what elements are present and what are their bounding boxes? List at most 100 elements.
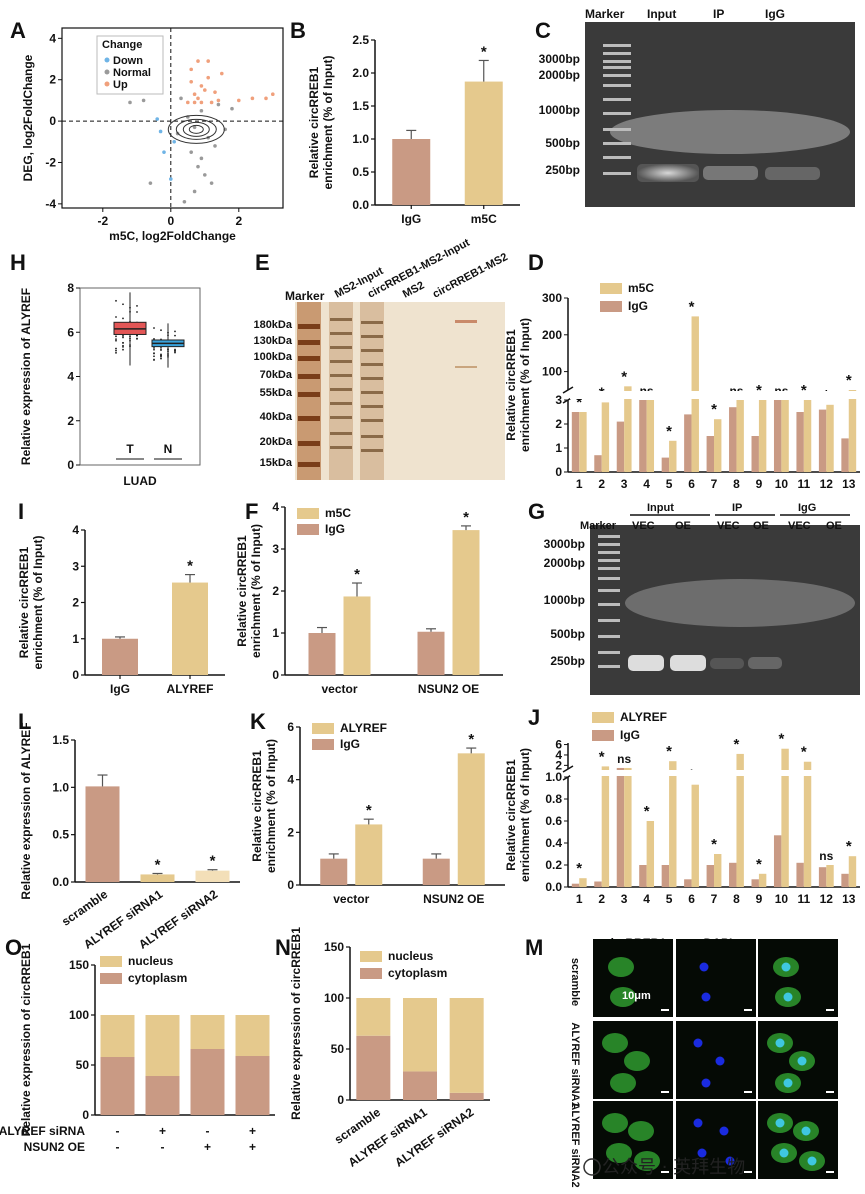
gel-e-size-130: 130kDa xyxy=(253,335,292,347)
H-jitter-0-20 xyxy=(115,335,117,338)
I-star-1: * xyxy=(187,558,193,575)
J-ylabel-line1: Relative circRREB1 xyxy=(504,759,518,871)
D-bar-m5c-7 xyxy=(736,400,744,472)
H-jitter-1-34 xyxy=(167,348,169,350)
F-xtick-0: vector xyxy=(321,682,357,696)
A-point-normal-18 xyxy=(199,156,204,161)
panel-label-c: C xyxy=(535,18,551,43)
gel-g-lane-6: OE xyxy=(826,520,842,532)
J-ytickb-label-3: 0.6 xyxy=(545,814,562,828)
gel-e-lane2-band-9 xyxy=(330,446,352,449)
D-xtick-6: 7 xyxy=(711,477,718,491)
A-point-normal-11 xyxy=(179,96,183,101)
micrograph-scalebar-0-1 xyxy=(744,1009,752,1011)
gel-e-size-15: 15kDa xyxy=(260,457,293,469)
J-ytickb-label-5: 1.0 xyxy=(545,770,562,784)
H-jitter-0-28 xyxy=(115,347,117,350)
panel-label-k: K xyxy=(250,709,266,734)
J-xtick-0: 1 xyxy=(576,892,583,906)
J-ytickt-label-0: 2 xyxy=(555,758,562,772)
A-point-normal-1 xyxy=(192,125,197,130)
panel-label-e: E xyxy=(255,250,270,275)
N-ytick-label-0: 0 xyxy=(337,1093,344,1107)
L-star-1: * xyxy=(155,856,161,873)
J-ylabel-line2: enrichment (% of Input) xyxy=(518,748,532,882)
gel-g-header-marker: Marker xyxy=(580,520,617,532)
micrograph-row-sirna2: ALYREF siRNA2 xyxy=(569,1102,581,1187)
A-point-up-0 xyxy=(186,100,190,105)
L-ylabel: Relative expression of ALYREF xyxy=(19,722,33,899)
H-jitter-1-10 xyxy=(167,356,169,358)
J-xtick-9: 10 xyxy=(775,892,789,906)
gel-c-band-igg xyxy=(765,167,820,180)
gel-e-marker-band-3 xyxy=(298,374,320,379)
gel-e-size-55: 55kDa xyxy=(260,387,293,399)
H-jitter-0-39 xyxy=(136,337,138,340)
gel-g-marker-band-5 xyxy=(598,577,620,580)
A-contour-2 xyxy=(182,121,210,137)
panel-o: O 0 50 100 150 nucleus cytoplasm Relative expr… xyxy=(0,925,280,1190)
A-point-up-1 xyxy=(192,92,197,97)
micrograph-scalebar-1-2 xyxy=(826,1091,834,1093)
gel-e-lane3-band-4 xyxy=(361,377,383,380)
L-bar-1 xyxy=(140,874,175,882)
gel-e-lane2-band-5 xyxy=(330,388,352,391)
N-xtick-2: ALYREF siRNA2 xyxy=(392,1105,476,1170)
B-ytick-label-3: 1.5 xyxy=(352,99,369,113)
A-legend-dot-1 xyxy=(104,69,110,75)
micrograph-cell-1-0-0 xyxy=(602,1033,628,1053)
gel-e-marker-band-1 xyxy=(298,340,320,345)
D-bar-igg-0 xyxy=(571,412,580,472)
D-star-8: * xyxy=(756,382,762,399)
panel-n: N 0 50 100 150 scramble ALYREF siRNA1 ALYREF s… xyxy=(275,925,525,1190)
gel-e-marker-band-0 xyxy=(298,324,320,329)
gel-g-marker-lane xyxy=(598,535,620,668)
D-xtick-1: 2 xyxy=(598,477,605,491)
D-bar-igg-12 xyxy=(841,438,849,472)
H-jitter-1-6 xyxy=(167,354,169,357)
gel-e-size-180: 180kDa xyxy=(253,319,292,331)
J-star-12: * xyxy=(846,838,852,855)
J-xtick-4: 5 xyxy=(666,892,673,906)
panel-label-a: A xyxy=(10,18,26,43)
I-ytick-label-0: 0 xyxy=(72,668,79,682)
J-bar-igg-4 xyxy=(661,865,670,887)
A-ytick-label-1: -2 xyxy=(45,155,56,169)
K-xtick-1: NSUN2 OE xyxy=(423,892,484,906)
K-legend-label-0: ALYREF xyxy=(340,721,387,735)
gel-g-lane-4: OE xyxy=(753,520,769,532)
J-xtick-2: 3 xyxy=(621,892,628,906)
gel-c-size-500: 500bp xyxy=(545,136,580,150)
H-jitter-0-2 xyxy=(129,337,131,340)
micrograph-nucleus-2-1-2 xyxy=(697,1148,707,1158)
F-legend-label-1: IgG xyxy=(325,522,345,536)
A-ytick-label-3: 2 xyxy=(49,73,56,87)
gel-e-lane2-band-2 xyxy=(330,346,352,349)
I-ytick-label-2: 2 xyxy=(72,596,79,610)
bar-chart-f: F 0 1 2 3 4 * vector * NSUN2 OE m5C IgG Relative ci… xyxy=(235,499,503,696)
gel-e-size-100: 100kDa xyxy=(253,351,292,363)
H-jitter-1-39 xyxy=(174,349,176,352)
gel-c-size-2000: 2000bp xyxy=(539,68,580,82)
O-row-0-val-1: + xyxy=(159,1124,166,1138)
gel-g-size-3000: 3000bp xyxy=(544,537,585,551)
gel-c-marker-band-4 xyxy=(603,74,631,77)
D-legend-label-1: IgG xyxy=(628,299,648,313)
D-bar-m5c-3 xyxy=(646,400,655,472)
J-legend-swatch-0 xyxy=(592,712,614,723)
micrograph-scalebar-2-2 xyxy=(826,1171,834,1173)
F-bar-igg-1 xyxy=(417,631,445,675)
O-ytick-label-2: 100 xyxy=(69,1008,89,1022)
D-xtick-11: 12 xyxy=(820,477,834,491)
N-bar-nucleus-0 xyxy=(356,998,391,1036)
H-jitter-1-28 xyxy=(153,355,155,358)
micrograph-nucleus-2-2-3 xyxy=(807,1156,817,1166)
H-plot-frame xyxy=(79,287,201,466)
N-xtick-1: ALYREF siRNA1 xyxy=(346,1105,430,1170)
O-bar-cytoplasm-0 xyxy=(100,1057,135,1115)
micrograph-cell-1-0-2 xyxy=(610,1073,636,1093)
A-point-up-3 xyxy=(206,75,210,80)
K-ytick-label-0: 0 xyxy=(287,878,294,892)
A-point-normal-12 xyxy=(203,173,207,177)
